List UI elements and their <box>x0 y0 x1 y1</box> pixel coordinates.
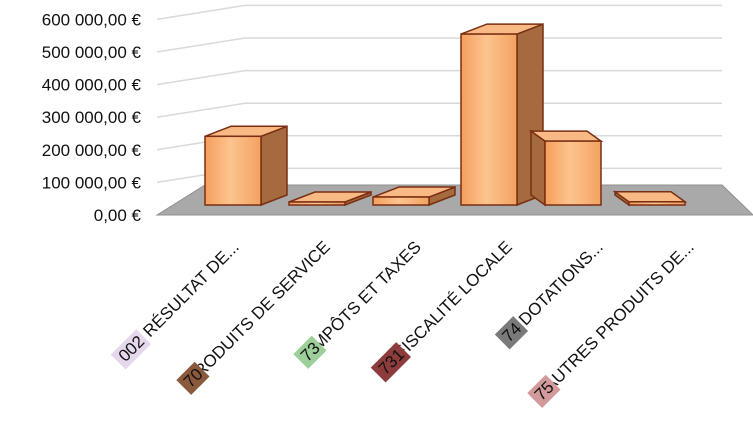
y-tick-label: 100 000,00 € <box>42 173 142 192</box>
gridline <box>157 103 722 117</box>
bar <box>205 126 287 205</box>
category-name: DOTATIONS... <box>515 237 607 329</box>
bar-front-face <box>373 197 429 205</box>
y-tick-label: 600 000,00 € <box>42 10 142 29</box>
category-name: PRODUITS DE SERVICE <box>182 237 333 388</box>
gridline <box>157 38 722 52</box>
y-tick-label: 200 000,00 € <box>42 141 142 160</box>
bar-front-face <box>205 136 261 205</box>
bar <box>531 131 601 205</box>
category-name: AUTRES PRODUITS DE... <box>540 237 698 395</box>
y-tick-label: 400 000,00 € <box>42 76 142 95</box>
y-axis: 0,00 € 100 000,00 € 200 000,00 € 300 000,00… <box>42 10 142 225</box>
x-axis-labels: RÉSULTAT DE...002 PRODUITS DE SERVICE70IM… <box>111 237 699 408</box>
bar-front-face <box>545 141 601 205</box>
y-tick-label: 0,00 € <box>94 206 142 225</box>
gridline <box>157 71 722 85</box>
category-name: RÉSULTAT DE... <box>139 237 242 340</box>
bars <box>205 24 685 205</box>
bar-front-face <box>629 202 685 205</box>
y-tick-label: 500 000,00 € <box>42 43 142 62</box>
bar-front-face <box>289 202 345 205</box>
bar-side-face <box>531 131 545 205</box>
gridline <box>157 5 722 19</box>
y-tick-label: 300 000,00 € <box>42 108 142 127</box>
bar-side-face <box>261 126 287 205</box>
bar-front-face <box>461 34 517 205</box>
bar <box>615 192 685 205</box>
category-label: AUTRES PRODUITS DE...75 <box>527 237 698 408</box>
